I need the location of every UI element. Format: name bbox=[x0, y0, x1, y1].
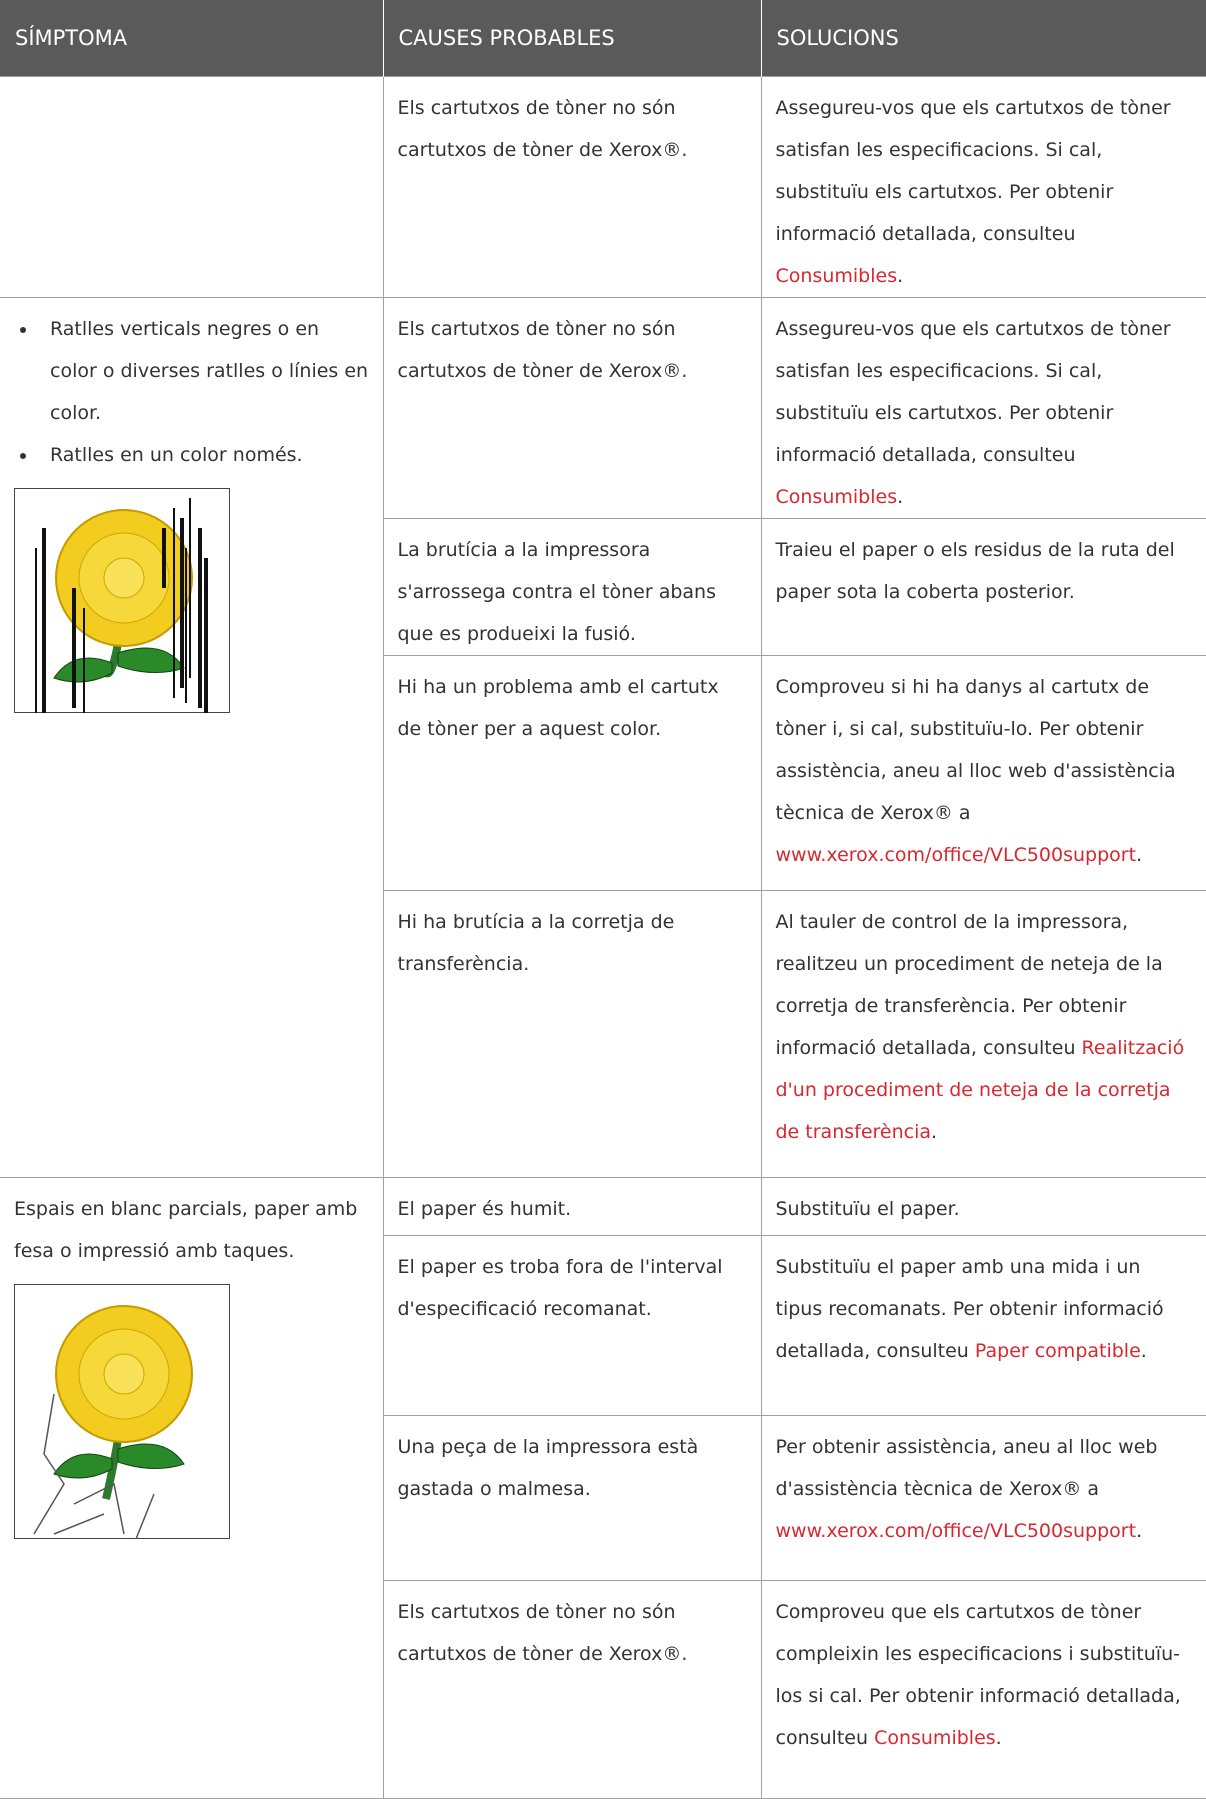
solution-text: Al tauler de control de la impressora, r… bbox=[775, 910, 1163, 1059]
solution-text: . bbox=[931, 1120, 938, 1143]
symptom-cell bbox=[0, 75, 384, 298]
solution-cell: Substituïu el paper amb una mida i un ti… bbox=[760, 1234, 1206, 1416]
solution-text: . bbox=[1140, 1339, 1147, 1362]
symptom-cell: Espais en blanc parcials, paper amb fesa… bbox=[0, 1176, 384, 1799]
solution-text: . bbox=[1136, 1519, 1143, 1542]
cause-cell: Hi ha un problema amb el cartutx de tòne… bbox=[383, 654, 762, 891]
table-row: El paper es troba fora de l'interval d'e… bbox=[0, 1234, 1206, 1416]
solution-text: Assegureu-vos que els cartutxos de tòner… bbox=[775, 96, 1171, 245]
solution-text: Substituïu el paper amb una mida i un ti… bbox=[775, 1255, 1164, 1362]
solution-cell: Assegureu-vos que els cartutxos de tòner… bbox=[760, 75, 1206, 298]
symptom-text: Espais en blanc parcials, paper amb fesa… bbox=[14, 1197, 358, 1262]
solution-text: . bbox=[897, 264, 904, 287]
solution-cell: Per obtenir assistència, aneu al lloc we… bbox=[760, 1414, 1206, 1581]
solution-cell: Comproveu que els cartutxos de tòner com… bbox=[760, 1579, 1206, 1799]
solution-link[interactable]: Consumibles bbox=[775, 264, 898, 287]
cause-cell: Els cartutxos de tòner no són cartutxos … bbox=[382, 296, 762, 519]
solution-cell: Substituïu el paper. bbox=[760, 1176, 1206, 1236]
column-header: SÍMPTOMA bbox=[0, 0, 384, 76]
solution-link[interactable]: Realització d'un procediment de neteja d… bbox=[775, 1036, 1185, 1143]
solution-text: . bbox=[897, 485, 904, 508]
cause-cell: El paper es troba fora de l'interval d'e… bbox=[383, 1234, 762, 1416]
table-row: Ratlles verticals negres o en color o di… bbox=[0, 296, 1206, 1178]
solution-text: . bbox=[1136, 843, 1143, 866]
table-row: Els cartutxos de tòner no són cartutxos … bbox=[0, 75, 1206, 298]
symptom-cell: Ratlles verticals negres o en color o di… bbox=[0, 296, 384, 1178]
page: SÍMPTOMA CAUSES PROBABLES SOLUCIONS Els ca… bbox=[0, 0, 1206, 1673]
symptom-bullet: Ratlles en un color només. bbox=[38, 434, 369, 476]
solution-text: Per obtenir assistència, aneu al lloc we… bbox=[775, 1435, 1158, 1500]
table-row: Espais en blanc parcials, paper amb fesa… bbox=[0, 1176, 1206, 1799]
header-row: SÍMPTOMA CAUSES PROBABLES SOLUCIONS bbox=[0, 0, 1206, 76]
solution-cell: Comproveu si hi ha danys al cartutx de t… bbox=[760, 654, 1206, 891]
symptom-list: Ratlles verticals negres o en color o di… bbox=[14, 308, 369, 476]
symptom-bullet: Ratlles verticals negres o en color o di… bbox=[38, 308, 369, 434]
solution-link[interactable]: Consumibles bbox=[874, 1726, 996, 1749]
cause-cell: Els cartutxos de tòner no són cartutxos … bbox=[382, 75, 762, 298]
solution-text: Assegureu-vos que els cartutxos de tòner… bbox=[775, 317, 1171, 466]
solution-cell: Assegureu-vos que els cartutxos de tòner… bbox=[760, 296, 1206, 519]
table-row: Hi ha brutícia a la corretja de transfer… bbox=[0, 889, 1206, 1178]
cause-cell: La brutícia a la impressora s'arrossega … bbox=[383, 517, 762, 656]
cause-cell: El paper és humit. bbox=[382, 1176, 762, 1236]
solution-cell: Traieu el paper o els residus de la ruta… bbox=[760, 517, 1206, 656]
solution-text: Comproveu si hi ha danys al cartutx de t… bbox=[775, 675, 1176, 824]
solution-link[interactable]: www.xerox.com/office/VLC500support bbox=[775, 1519, 1137, 1542]
solution-link[interactable]: Consumibles bbox=[775, 485, 898, 508]
solution-link[interactable]: www.xerox.com/office/VLC500support bbox=[775, 843, 1137, 866]
symptom-image bbox=[14, 487, 230, 713]
cause-cell: Una peça de la impressora està gastada o… bbox=[383, 1414, 762, 1581]
table-row: Una peça de la impressora està gastada o… bbox=[0, 1414, 1206, 1581]
solution-text: . bbox=[995, 1726, 1002, 1749]
cause-cell: Els cartutxos de tòner no són cartutxos … bbox=[383, 1579, 762, 1799]
table-row: Hi ha un problema amb el cartutx de tòne… bbox=[0, 654, 1206, 891]
column-header: CAUSES PROBABLES bbox=[383, 0, 762, 76]
solution-link[interactable]: Paper compatible bbox=[974, 1339, 1141, 1362]
column-header: SOLUCIONS bbox=[761, 0, 1206, 76]
table-row: La brutícia a la impressora s'arrossega … bbox=[0, 517, 1206, 656]
cause-cell: Hi ha brutícia a la corretja de transfer… bbox=[383, 889, 762, 1178]
symptom-image bbox=[14, 1283, 230, 1539]
solution-cell: Al tauler de control de la impressora, r… bbox=[760, 889, 1206, 1178]
